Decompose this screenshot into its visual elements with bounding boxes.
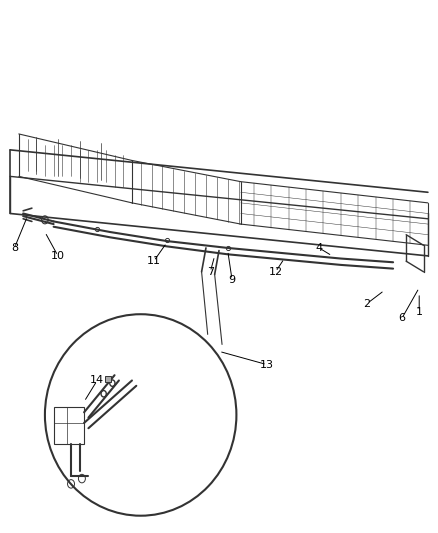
Text: 10: 10 (51, 251, 65, 261)
Text: 11: 11 (147, 256, 161, 266)
Text: 1: 1 (416, 306, 423, 317)
Text: 14: 14 (90, 375, 104, 385)
Text: 13: 13 (260, 360, 274, 369)
Text: 2: 2 (364, 298, 371, 309)
Text: 7: 7 (207, 267, 214, 277)
Text: 12: 12 (268, 267, 283, 277)
Text: 4: 4 (315, 243, 323, 253)
Text: 6: 6 (398, 313, 405, 324)
Text: 9: 9 (229, 274, 236, 285)
Text: 8: 8 (11, 243, 18, 253)
